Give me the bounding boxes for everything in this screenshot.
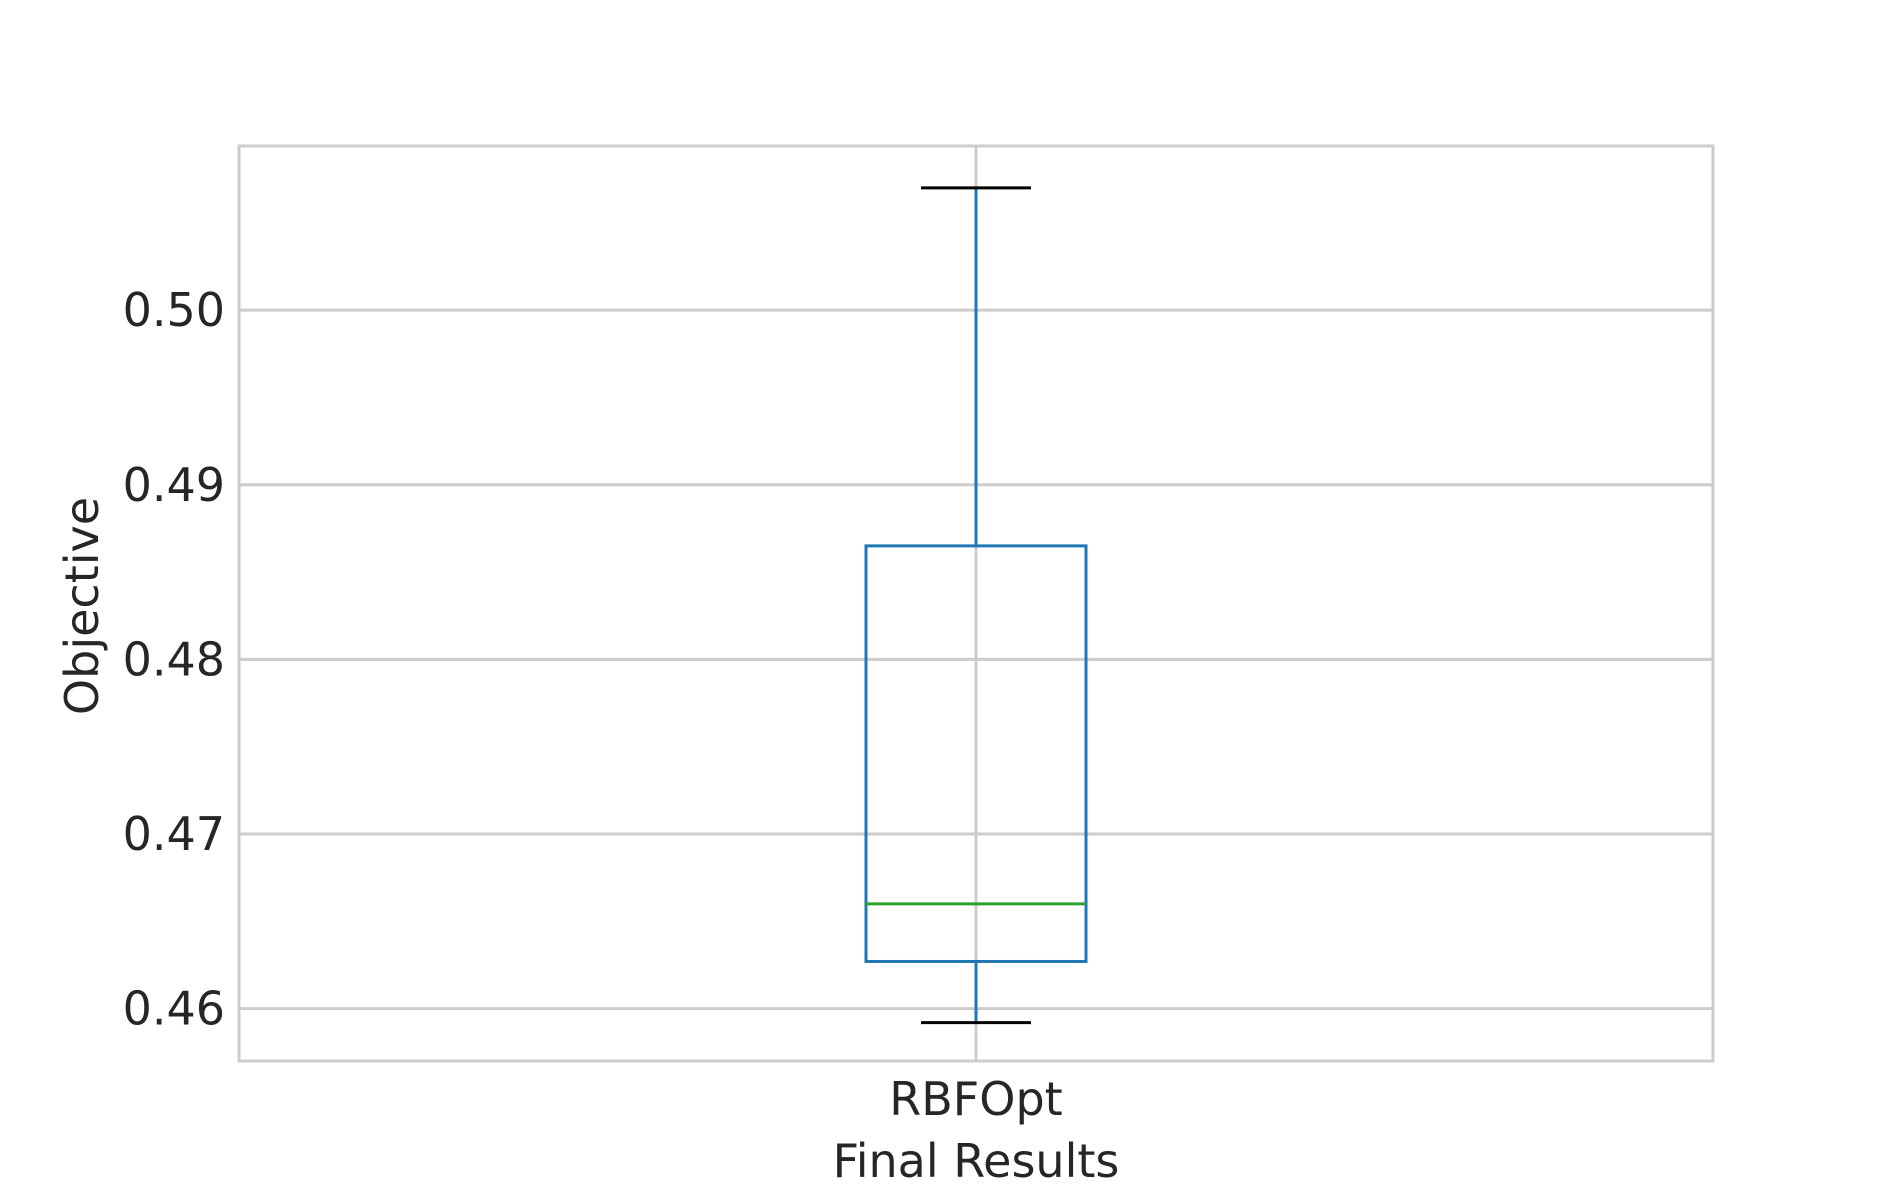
plot-frame xyxy=(237,144,1715,1063)
box-iqr xyxy=(864,544,1088,963)
x-axis-label: Final Results xyxy=(833,1134,1120,1188)
y-tick-labels: 0.46 0.47 0.48 0.49 0.50 xyxy=(123,283,225,1035)
y-tick-label: 0.46 xyxy=(123,982,225,1036)
y-tick-label: 0.49 xyxy=(123,458,225,512)
y-tick-label: 0.48 xyxy=(123,632,225,686)
x-tick-labels: RBFOpt xyxy=(889,1072,1062,1126)
box-plot-marks xyxy=(864,186,1088,1025)
y-tick-label: 0.47 xyxy=(123,807,225,861)
y-tick-label: 0.50 xyxy=(123,283,225,337)
y-axis-label: Objective xyxy=(55,497,109,715)
x-tick-label: RBFOpt xyxy=(889,1072,1062,1126)
